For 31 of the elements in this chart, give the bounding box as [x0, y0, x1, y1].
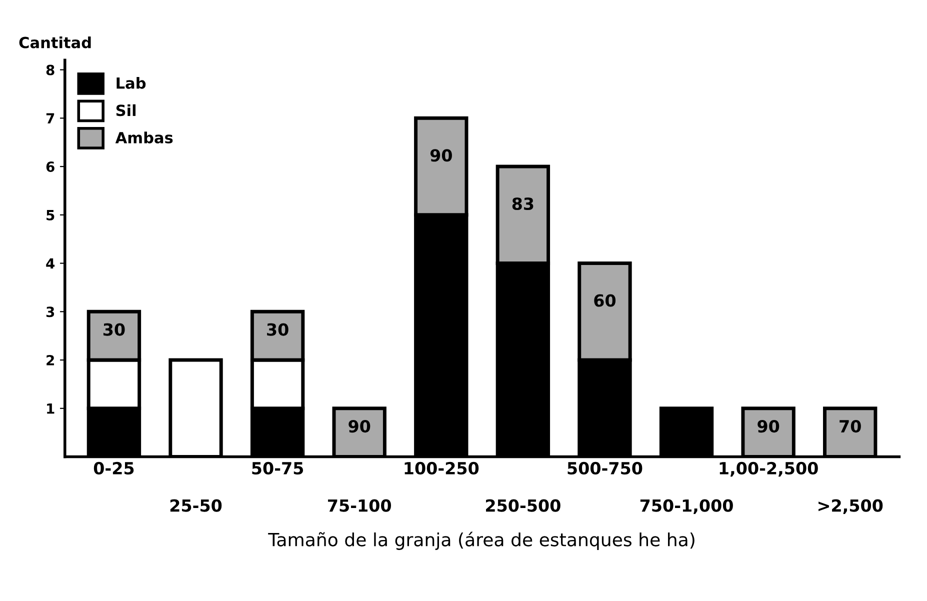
annotation: 90	[348, 420, 370, 433]
y-tick-label: 6	[46, 162, 54, 172]
legend-label: Sil	[116, 104, 136, 116]
y-tick-label: 4	[46, 258, 55, 269]
x-tick-label: 500-750	[568, 462, 642, 475]
x-axis-title: Tamaño de la granja (área de estanques he ha)	[268, 532, 694, 550]
x-tick-label: 25-50	[170, 499, 222, 512]
x-tick-label: 1,00-2,500	[720, 462, 818, 477]
y-tick-label: 3	[46, 306, 54, 318]
y-tick-label: 8	[46, 64, 54, 76]
x-tick-label: 100-250	[404, 462, 479, 475]
annotation: 83	[512, 197, 534, 210]
legend-label: Lab	[116, 77, 146, 89]
y-tick-label: 1	[47, 404, 54, 414]
annotation: 90	[430, 149, 452, 162]
x-tick-label: 250-500	[486, 499, 560, 512]
x-tick-label: 50-75	[252, 462, 304, 475]
x-tick-label: 75-100	[328, 499, 392, 512]
annotation: 70	[840, 420, 861, 433]
y-axis-title: Cantitad	[19, 36, 91, 48]
annotation: 60	[594, 294, 616, 307]
y-tick-label: 7	[46, 113, 54, 124]
annotation: 90	[758, 420, 780, 433]
x-tick-label: 0-25	[94, 462, 134, 475]
annotation: 30	[267, 323, 288, 336]
y-tick-label: 5	[46, 210, 54, 220]
y-tick-label: 2	[46, 354, 54, 366]
annotation: 30	[103, 323, 125, 336]
legend-label: Ambas	[115, 132, 173, 144]
x-tick-label: >2,500	[818, 499, 883, 514]
x-tick-label: 750-1,000	[640, 499, 733, 514]
